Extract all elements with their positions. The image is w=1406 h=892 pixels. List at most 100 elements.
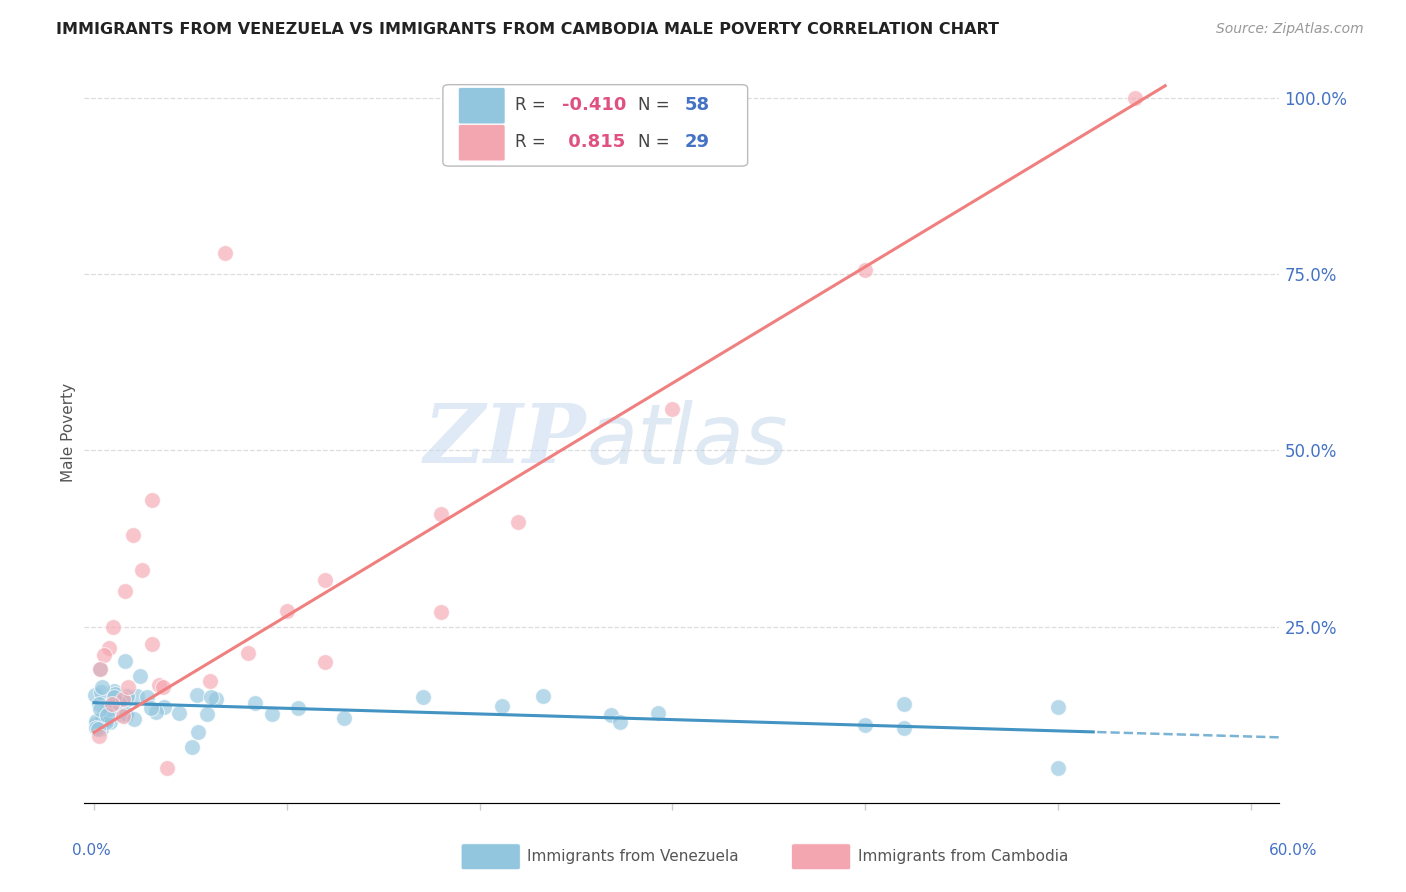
Text: Immigrants from Cambodia: Immigrants from Cambodia (858, 849, 1069, 863)
Point (506, 515, 529, 529)
Point (198, 673, 221, 688)
Point (136, 690, 159, 705)
Point (187, 724, 209, 739)
Point (94, 715, 117, 730)
Point (91, 709, 114, 723)
Point (117, 680, 139, 694)
Point (128, 669, 150, 683)
Point (893, 721, 915, 735)
Point (141, 637, 163, 651)
Point (83, 688, 105, 702)
Point (893, 697, 915, 711)
Point (98, 702, 121, 716)
FancyBboxPatch shape (443, 85, 748, 166)
Point (103, 690, 125, 705)
Point (214, 245, 236, 260)
Point (108, 696, 131, 710)
Point (90, 680, 112, 694)
Point (89, 701, 111, 715)
Point (131, 563, 153, 577)
Point (86, 722, 108, 736)
Point (89, 729, 111, 743)
Text: 60.0%: 60.0% (1270, 843, 1317, 858)
Point (115, 706, 138, 721)
Text: 0.815: 0.815 (562, 134, 626, 152)
Point (531, 690, 554, 704)
Point (152, 700, 174, 714)
Point (96, 708, 118, 723)
Point (84, 716, 107, 731)
Point (412, 690, 434, 705)
Point (103, 684, 125, 698)
Point (115, 690, 138, 704)
Text: IMMIGRANTS FROM VENEZUELA VS IMMIGRANTS FROM CAMBODIA MALE POVERTY CORRELATION C: IMMIGRANTS FROM VENEZUELA VS IMMIGRANTS … (56, 22, 1000, 37)
Point (287, 700, 309, 714)
Point (167, 706, 190, 721)
Point (853, 718, 876, 732)
Point (90, 722, 112, 736)
Text: -0.410: -0.410 (562, 96, 627, 114)
Point (108, 706, 131, 721)
Point (121, 528, 143, 542)
Point (314, 655, 336, 669)
FancyBboxPatch shape (458, 87, 505, 124)
Point (114, 708, 136, 723)
Point (98, 715, 121, 730)
Point (243, 697, 266, 711)
Point (93, 648, 115, 662)
Point (853, 262, 876, 277)
Point (1046, 760, 1069, 774)
Point (89, 697, 111, 711)
Point (86, 721, 108, 735)
Point (90, 685, 112, 699)
Y-axis label: Male Poverty: Male Poverty (60, 383, 76, 483)
Point (186, 688, 208, 702)
Point (661, 402, 683, 417)
Text: 29: 29 (685, 134, 709, 152)
Point (114, 584, 136, 599)
Point (94, 714, 117, 728)
Point (84, 714, 107, 728)
Point (314, 573, 336, 587)
Point (104, 687, 127, 701)
Point (111, 692, 134, 706)
Text: R =: R = (515, 96, 551, 114)
Text: Source: ZipAtlas.com: Source: ZipAtlas.com (1216, 22, 1364, 37)
Point (152, 681, 174, 695)
Point (647, 706, 669, 721)
Text: 0.0%: 0.0% (72, 843, 111, 858)
Point (430, 606, 453, 620)
Point (276, 604, 298, 618)
Point (89, 720, 111, 734)
Point (1123, 91, 1146, 105)
Point (89, 662, 111, 676)
Point (430, 507, 453, 521)
Text: R =: R = (515, 134, 551, 152)
Point (148, 677, 170, 691)
Point (260, 706, 283, 721)
Point (89, 662, 111, 676)
Point (115, 693, 138, 707)
Text: 58: 58 (685, 96, 710, 114)
Point (145, 705, 167, 719)
Point (204, 692, 226, 706)
Text: atlas: atlas (586, 400, 787, 481)
Point (98, 640, 121, 655)
Point (141, 492, 163, 507)
Point (122, 713, 145, 727)
Point (181, 739, 204, 754)
Point (141, 701, 163, 715)
Text: Immigrants from Venezuela: Immigrants from Venezuela (527, 849, 740, 863)
Point (96, 703, 118, 717)
Point (114, 654, 136, 668)
Point (111, 709, 134, 723)
Text: N =: N = (638, 134, 675, 152)
Point (156, 760, 179, 774)
Text: N =: N = (638, 96, 675, 114)
Point (609, 714, 631, 729)
Point (103, 619, 125, 633)
Point (332, 711, 354, 725)
Point (125, 689, 148, 703)
Point (491, 698, 513, 713)
Text: ZIP: ZIP (423, 400, 586, 480)
